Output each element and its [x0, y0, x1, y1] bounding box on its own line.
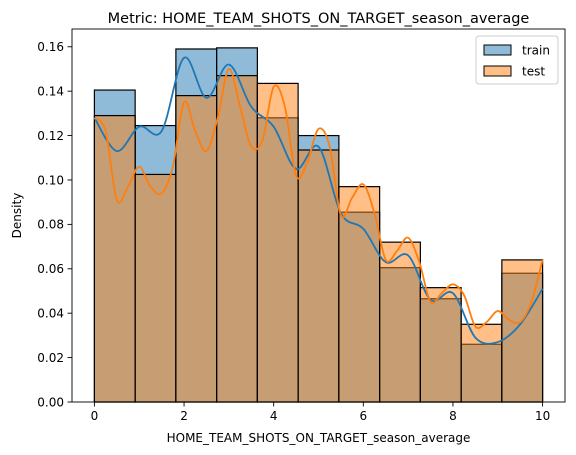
y-tick-label: 0.04	[37, 306, 64, 320]
test-bar	[216, 75, 258, 403]
chart-title: Metric: HOME_TEAM_SHOTS_ON_TARGET_season…	[108, 11, 530, 27]
train-legend-label: train	[522, 44, 550, 58]
y-axis-label: Density	[10, 193, 24, 239]
y-tick-label: 0.02	[37, 351, 64, 365]
test-bar	[256, 82, 299, 403]
test-bar	[460, 323, 503, 403]
x-tick-label: 2	[180, 409, 188, 423]
x-tick-label: 4	[270, 409, 278, 423]
y-tick-label: 0.06	[37, 262, 64, 276]
x-tick-label: 10	[535, 409, 550, 423]
kde-curves	[93, 56, 544, 345]
y-tick-label: 0.14	[37, 84, 64, 98]
y-tick-label: 0.08	[37, 218, 64, 232]
test-bar	[419, 287, 462, 403]
plot-frame	[71, 28, 566, 403]
x-tick-label: 6	[359, 409, 367, 423]
y-tick-label: 0.12	[37, 129, 64, 143]
legend: train test	[475, 35, 559, 85]
y-tick-label: 0.16	[37, 40, 64, 54]
y-tick-label: 0.10	[37, 173, 64, 187]
x-axis: 0 2 4 6 8 10	[91, 402, 550, 423]
y-tick-label: 0.00	[37, 395, 64, 409]
x-tick-label: 0	[91, 409, 99, 423]
x-tick-label: 8	[449, 409, 457, 423]
train-legend-swatch	[483, 44, 512, 56]
test-bars	[93, 75, 544, 403]
test-bar	[93, 114, 136, 403]
train-kde-line	[93, 56, 544, 345]
test-kde-line	[93, 68, 544, 329]
test-legend-label: test	[522, 65, 545, 79]
y-axis: 0.00 0.02 0.04 0.06 0.08 0.10 0.12 0.14 0.16	[37, 40, 72, 409]
x-axis-label: HOME_TEAM_SHOTS_ON_TARGET_season_average	[167, 431, 471, 445]
test-bar	[134, 173, 177, 403]
test-legend-swatch	[483, 65, 512, 77]
